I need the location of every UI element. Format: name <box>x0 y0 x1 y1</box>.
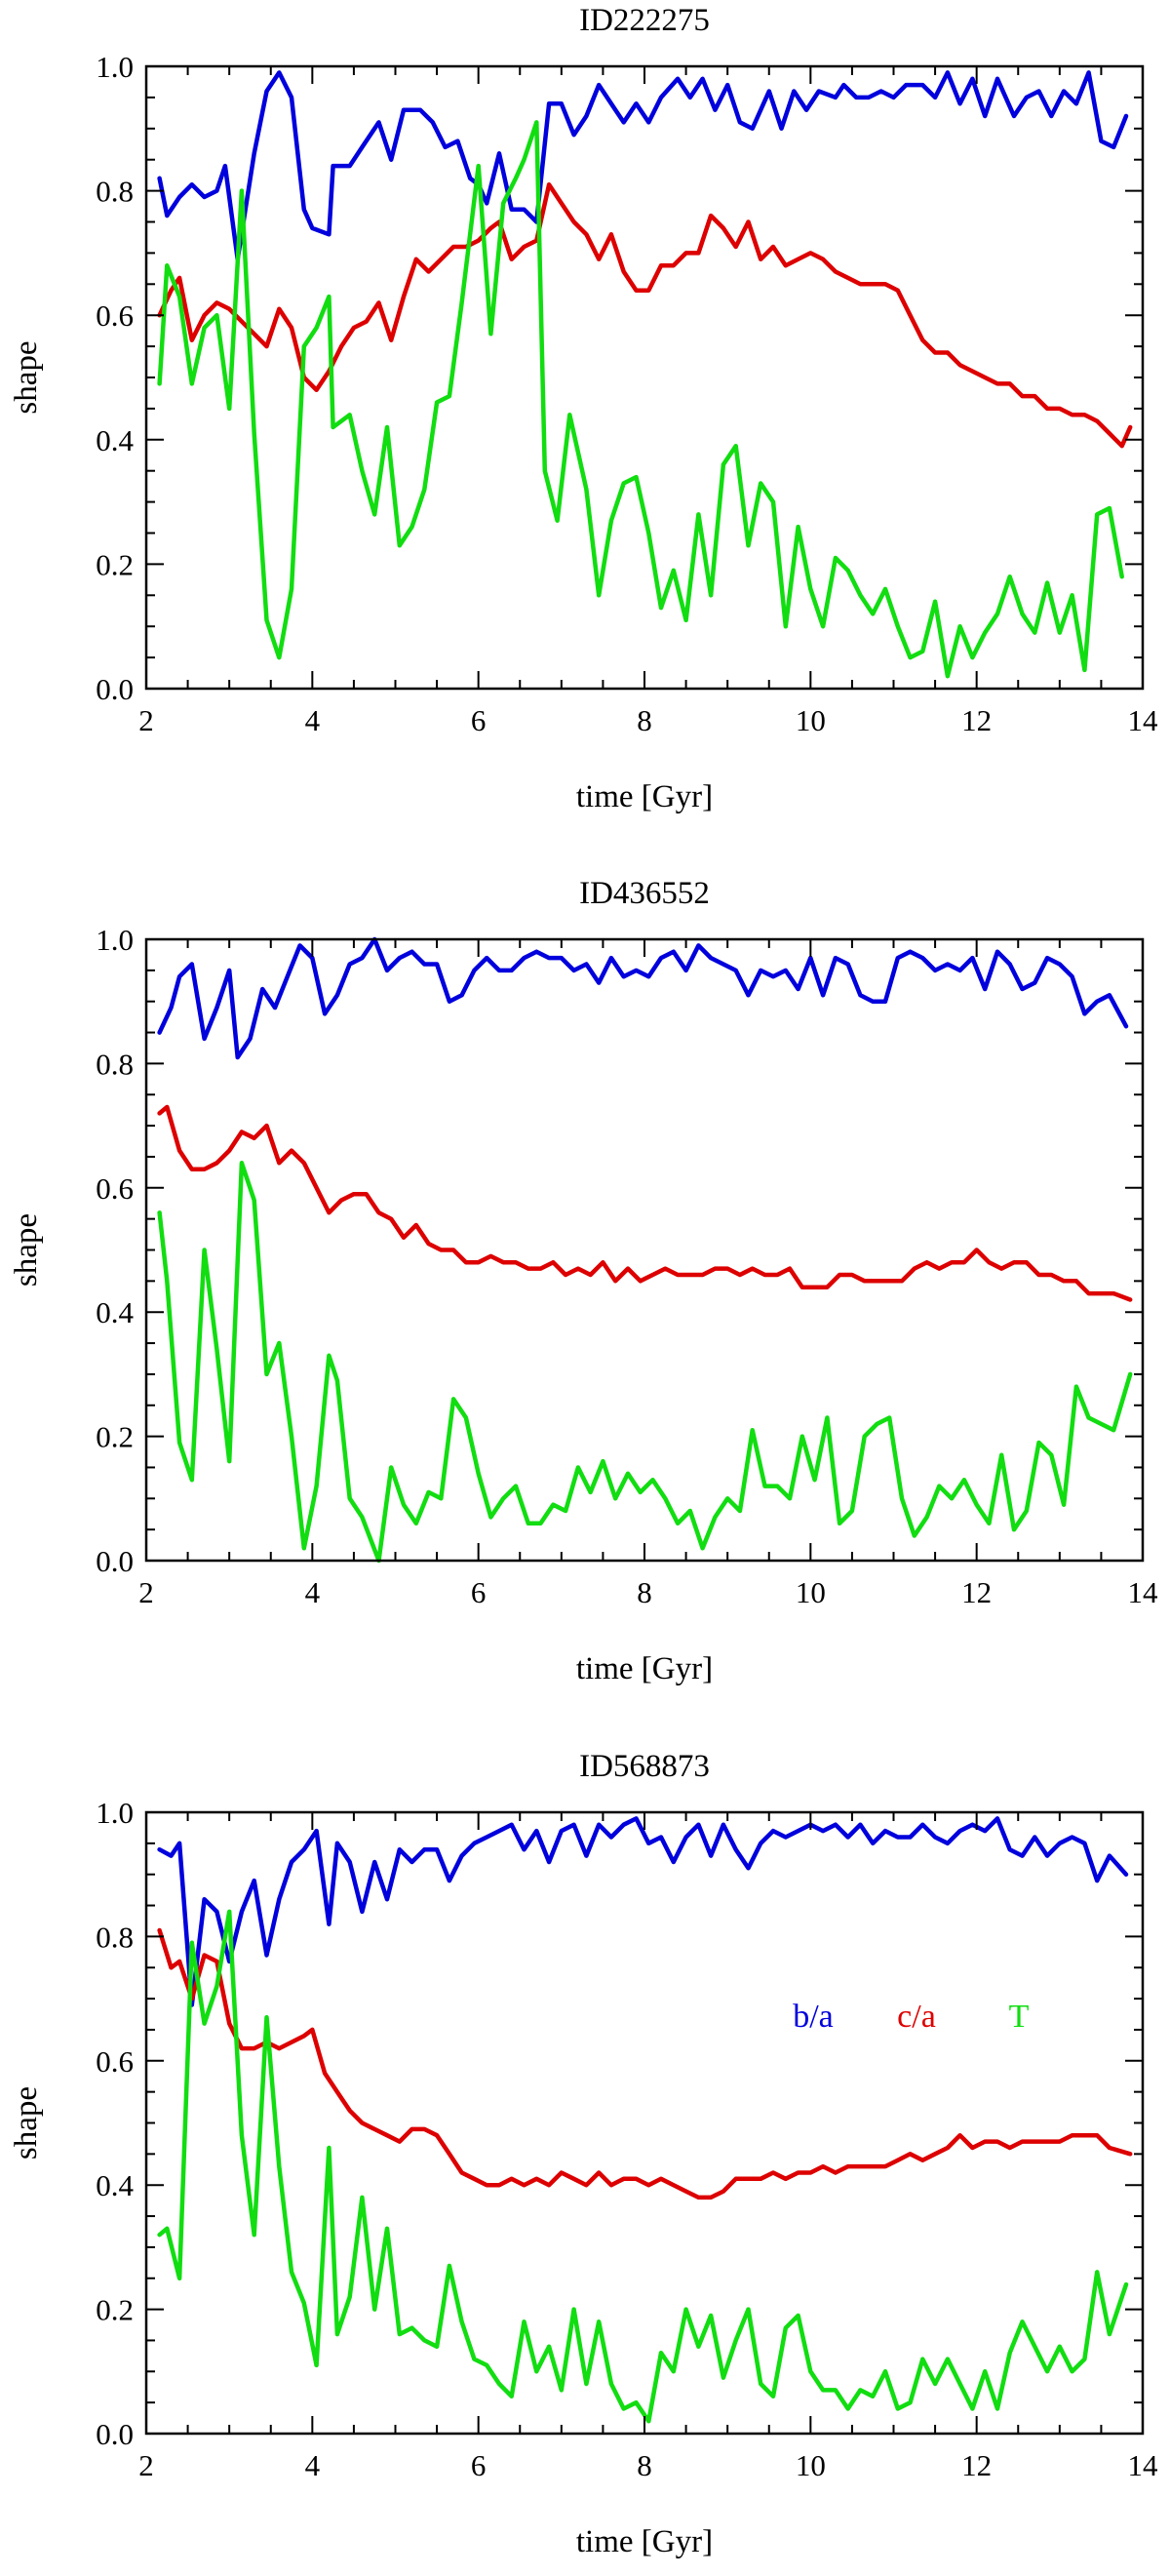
x-tick-label: 4 <box>305 1575 321 1609</box>
x-tick-label: 10 <box>796 2448 826 2482</box>
chart-title: ID436552 <box>579 876 710 911</box>
series-line-c-a <box>157 181 1133 449</box>
chart-title: ID222275 <box>579 3 710 38</box>
x-tick-label: 12 <box>961 2448 992 2482</box>
x-tick-label: 4 <box>305 2448 321 2482</box>
series-line-b-a <box>157 936 1129 1060</box>
y-tick-label: 0.4 <box>96 2168 134 2202</box>
y-tick-label: 0.6 <box>96 1171 134 1206</box>
y-tick-label: 0.8 <box>96 1047 134 1081</box>
x-axis-label: time [Gyr] <box>576 1651 713 1686</box>
y-axis-label: shape <box>9 340 44 414</box>
y-tick-label: 0.6 <box>96 298 134 333</box>
x-tick-label: 2 <box>138 2448 154 2482</box>
y-tick-label: 0.0 <box>96 1544 134 1578</box>
x-tick-label: 14 <box>1128 2448 1159 2482</box>
series-line-t <box>157 1909 1129 2424</box>
y-tick-label: 0.8 <box>96 1920 134 1954</box>
chart-title: ID568873 <box>579 1749 710 1784</box>
y-tick-label: 0.4 <box>96 423 134 457</box>
y-tick-label: 0.0 <box>96 672 134 706</box>
legend-entry-b-a: b/a <box>793 1999 834 2035</box>
x-tick-label: 8 <box>637 703 652 737</box>
x-tick-label: 2 <box>138 703 154 737</box>
y-tick-label: 0.8 <box>96 175 134 209</box>
y-tick-label: 1.0 <box>96 923 134 957</box>
series-line-b-a <box>157 70 1129 262</box>
y-tick-label: 1.0 <box>96 1796 134 1830</box>
x-tick-label: 8 <box>637 2448 652 2482</box>
chart-panel-3: ID568873 2 4 6 8 10 12 14 0.0 0.2 0.4 0.6 0.8 1.0 time… <box>9 1749 1158 2559</box>
y-tick-label: 0.4 <box>96 1295 134 1329</box>
y-tick-label: 0.2 <box>96 2293 134 2327</box>
y-tick-label: 0.0 <box>96 2417 134 2451</box>
x-tick-label: 6 <box>471 1575 487 1609</box>
y-tick-label: 0.2 <box>96 547 134 581</box>
series-line-c-a <box>157 1927 1133 2200</box>
chart-panel-1: ID222275 2 4 6 8 10 12 14 0.0 0.2 0.4 0.6 0.8 1.0 time… <box>9 3 1158 814</box>
x-tick-label: 10 <box>796 703 826 737</box>
x-tick-label: 14 <box>1128 703 1159 737</box>
chart-panel-2: ID436552 2 4 6 8 10 12 14 0.0 0.2 0.4 0.6 0.8 1.0 time… <box>9 876 1158 1686</box>
series-line-t <box>157 120 1124 679</box>
plot-frame <box>144 64 1145 691</box>
y-tick-label: 0.2 <box>96 1420 134 1454</box>
y-axis-label: shape <box>9 1213 44 1287</box>
plot-frame <box>144 1810 1145 2436</box>
x-tick-label: 6 <box>471 2448 487 2482</box>
x-tick-label: 14 <box>1128 1575 1159 1609</box>
legend-entry-t: T <box>1009 1999 1030 2035</box>
series-line-c-a <box>157 1104 1133 1302</box>
x-axis-label: time [Gyr] <box>576 2524 713 2559</box>
x-tick-label: 2 <box>138 1575 154 1609</box>
x-tick-label: 8 <box>637 1575 652 1609</box>
x-tick-label: 12 <box>961 1575 992 1609</box>
legend-entry-c-a: c/a <box>897 1999 936 2035</box>
series-line-b-a <box>157 1816 1129 2007</box>
series-line-t <box>157 1161 1133 1564</box>
x-axis-label: time [Gyr] <box>576 779 713 814</box>
y-tick-label: 0.6 <box>96 2044 134 2079</box>
x-tick-label: 6 <box>471 703 487 737</box>
x-tick-label: 10 <box>796 1575 826 1609</box>
y-tick-label: 1.0 <box>96 50 134 84</box>
y-axis-label: shape <box>9 2086 44 2160</box>
x-tick-label: 12 <box>961 703 992 737</box>
x-tick-label: 4 <box>305 703 321 737</box>
